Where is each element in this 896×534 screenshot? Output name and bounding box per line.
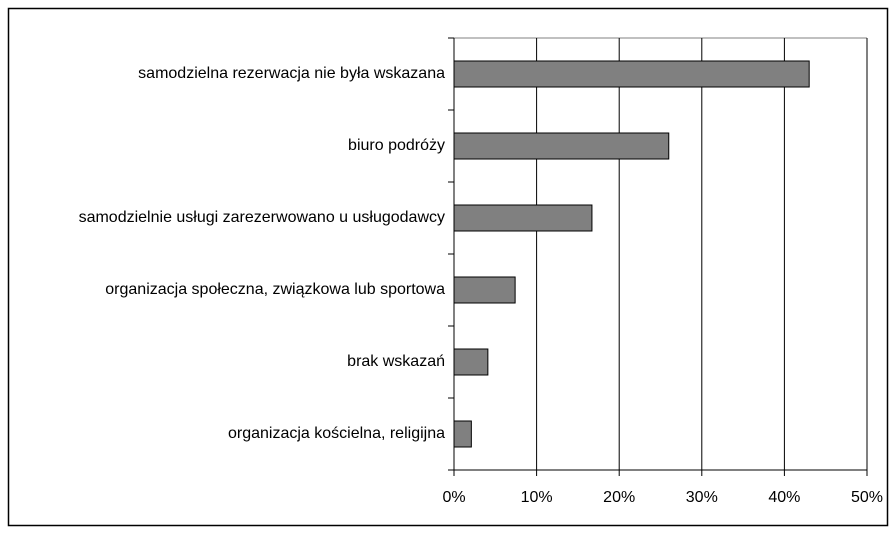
bar [453,276,516,304]
bar [453,420,472,448]
x-tick-label: 0% [442,489,465,506]
bar [453,60,810,88]
y-tick-label: samodzielna rezerwacja nie była wskazana [138,65,445,82]
x-tick-label: 20% [603,489,635,506]
bar [453,132,670,160]
x-tick-label: 30% [686,489,718,506]
y-tick-label: biuro podróży [348,137,445,154]
y-tick-label: organizacja społeczna, związkowa lub spo… [105,281,445,298]
x-tick-label: 50% [851,489,883,506]
y-tick-label: brak wskazań [347,353,445,370]
y-tick-label: organizacja kościelna, religijna [227,425,445,442]
bar [453,348,489,376]
x-tick-label: 40% [768,489,800,506]
bar [453,204,593,232]
x-tick-label: 10% [521,489,553,506]
y-tick-label: samodzielnie usługi zarezerwowano u usłu… [78,209,445,226]
chart-frame [7,7,889,527]
